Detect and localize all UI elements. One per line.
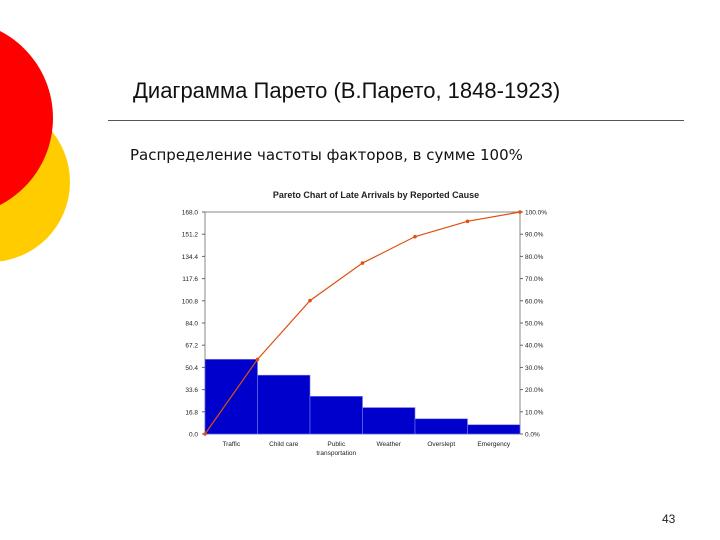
- title-divider: [108, 120, 684, 121]
- y-tick-label: 151.2: [182, 232, 199, 239]
- bar: [467, 424, 521, 435]
- y-tick-label: 100.8: [182, 298, 199, 305]
- red-circle: [0, 30, 53, 206]
- chart-title: Pareto Chart of Late Arrivals by Reporte…: [272, 190, 480, 200]
- category-label: Public: [327, 441, 345, 448]
- category-label: Emergency: [477, 441, 511, 448]
- y-tick-label: 67.2: [185, 343, 198, 350]
- cumulative-point: [203, 432, 207, 436]
- y2-tick-label: 10.0%: [525, 409, 544, 416]
- bar: [414, 418, 468, 435]
- cumulative-point: [518, 210, 522, 214]
- y-tick-label: 50.4: [185, 365, 198, 372]
- y2-tick-label: 70.0%: [525, 276, 544, 283]
- y-tick-label: 33.6: [185, 387, 198, 394]
- y-tick-label: 84.0: [185, 321, 198, 328]
- category-label: transportation: [316, 450, 356, 457]
- category-label: Overslept: [427, 441, 455, 448]
- category-label: Traffic: [222, 441, 240, 448]
- cumulative-point: [255, 357, 260, 362]
- cumulative-point: [465, 219, 470, 224]
- y2-tick-label: 50.0%: [525, 321, 544, 328]
- decorative-circles: [0, 30, 70, 262]
- y2-tick-label: 60.0%: [525, 298, 544, 305]
- category-label: Child care: [269, 441, 299, 448]
- y2-tick-label: 90.0%: [525, 232, 544, 239]
- slide-title: Диаграмма Парето (В.Парето, 1848-1923): [133, 78, 561, 103]
- page-number: 43: [662, 512, 676, 526]
- y-tick-label: 16.8: [185, 409, 198, 416]
- y-tick-label: 117.6: [182, 276, 198, 283]
- y2-tick-label: 20.0%: [525, 387, 544, 394]
- cumulative-point: [308, 298, 312, 303]
- bar: [309, 396, 363, 435]
- slide-subtitle: Распределение частоты факторов, в сумме …: [130, 146, 523, 164]
- y-tick-label: 0.0: [189, 432, 198, 439]
- y-tick-label: 168.0: [182, 210, 199, 217]
- bar: [257, 374, 311, 435]
- y2-tick-label: 40.0%: [525, 343, 544, 350]
- cumulative-point: [360, 261, 365, 265]
- y2-tick-label: 100.0%: [525, 210, 547, 217]
- y2-tick-label: 30.0%: [525, 365, 544, 372]
- y2-tick-label: 80.0%: [525, 254, 544, 261]
- cumulative-point: [413, 234, 417, 239]
- pareto-chart: 0.0 16.8 33.6 50.4 67.2 84.0 100.8 117.6 134.4 15…: [182, 210, 548, 458]
- bar: [362, 407, 416, 435]
- y-tick-label: 134.4: [182, 254, 199, 261]
- category-label: Weather: [377, 441, 402, 448]
- y2-tick-label: 0.0%: [525, 432, 540, 439]
